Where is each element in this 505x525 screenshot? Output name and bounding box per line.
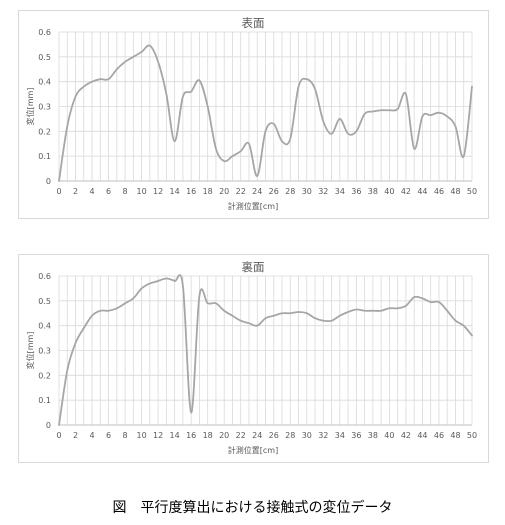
series-line [58,44,473,182]
x-tick-label: 34 [335,187,345,196]
x-tick-label: 24 [252,431,262,440]
x-tick-label: 6 [106,187,111,196]
x-tick-label: 26 [269,431,279,440]
y-axis-label: 変位[mm] [25,88,35,126]
y-tick-label: 0.3 [38,103,51,112]
x-tick-label: 38 [368,431,378,440]
x-tick-label: 18 [203,431,213,440]
x-tick-label: 26 [269,187,279,196]
x-tick-label: 40 [384,187,394,196]
y-tick-label: 0.6 [38,28,51,37]
figure-caption: 図 平行度算出における接触式の変位データ [112,500,393,516]
x-axis-label: 計測位置[cm] [228,201,278,211]
x-tick-label: 0 [56,431,61,440]
x-tick-label: 4 [89,431,94,440]
x-tick-label: 12 [153,187,163,196]
x-tick-label: 42 [401,431,411,440]
y-tick-label: 0.5 [38,53,51,62]
x-tick-label: 36 [351,187,361,196]
x-tick-label: 14 [170,431,180,440]
y-tick-label: 0.4 [38,78,51,87]
x-tick-label: 44 [417,187,427,196]
x-tick-label: 40 [384,431,394,440]
x-tick-label: 8 [123,187,128,196]
x-tick-label: 16 [186,187,196,196]
y-tick-label: 0.5 [38,297,51,306]
x-tick-label: 28 [285,431,295,440]
y-tick-label: 0 [46,177,51,186]
x-tick-label: 48 [450,431,460,440]
x-tick-label: 10 [137,431,147,440]
x-tick-label: 28 [285,187,295,196]
x-tick-label: 22 [236,187,246,196]
chart-front: 00.10.20.30.40.50.60 2 4 6 8 10 12 14 16 18 20 22 24… [25,16,477,211]
x-tick-label: 20 [219,187,229,196]
x-tick-label: 50 [467,187,477,196]
x-tick-label: 46 [434,187,444,196]
chart-back-panel: 0 0.1 0.2 0.3 0.4 0.5 0.6 0 2 4 6 8 10 12 14 16 18 20 22 24… [18,254,489,463]
x-tick-label: 22 [236,431,246,440]
x-tick-label: 32 [318,431,328,440]
y-tick-label: 0.2 [38,127,51,136]
x-tick-label: 12 [153,431,163,440]
x-tick-label: 18 [203,187,213,196]
chart-front-panel: 0 0.1 0.2 0.3 0.4 0.5 0.6 0 2 4 6 8 10 12 14 16 18 20 22 24… [18,10,489,219]
y-tick-label: 0.3 [38,347,51,356]
x-tick-label: 4 [89,187,94,196]
y-tick-label: 0.4 [38,322,51,331]
x-tick-label: 50 [467,431,477,440]
x-tick-label: 20 [219,431,229,440]
chart-title: 表面 [242,16,265,30]
y-tick-label: 0.6 [38,272,51,281]
x-tick-label: 8 [123,431,128,440]
y-tick-label: 0.1 [38,152,51,161]
chart-back: 00.10.20.30.40.50.60 2 4 6 8 10 12 14 16 18 20 22 24… [25,260,477,455]
x-tick-label: 48 [450,187,460,196]
x-tick-label: 46 [434,431,444,440]
x-tick-label: 0 [56,187,61,196]
x-tick-label: 30 [302,431,312,440]
x-tick-label: 2 [73,431,78,440]
x-tick-label: 14 [170,187,180,196]
chart-title: 裏面 [242,260,265,274]
x-tick-label: 30 [302,187,312,196]
x-tick-label: 6 [106,431,111,440]
y-tick-label: 0.1 [38,396,51,405]
x-tick-label: 38 [368,187,378,196]
y-axis-label: 変位[mm] [25,332,35,370]
x-tick-label: 34 [335,431,345,440]
y-tick-label: 0 [46,421,51,430]
x-tick-label: 36 [351,431,361,440]
x-tick-label: 16 [186,431,196,440]
x-tick-label: 42 [401,187,411,196]
x-tick-label: 10 [137,187,147,196]
x-tick-label: 32 [318,187,328,196]
x-axis-label: 計測位置[cm] [228,445,278,455]
y-tick-label: 0.2 [38,371,51,380]
series-line [58,274,473,426]
x-tick-label: 44 [417,431,427,440]
x-tick-label: 24 [252,187,262,196]
x-tick-label: 2 [73,187,78,196]
